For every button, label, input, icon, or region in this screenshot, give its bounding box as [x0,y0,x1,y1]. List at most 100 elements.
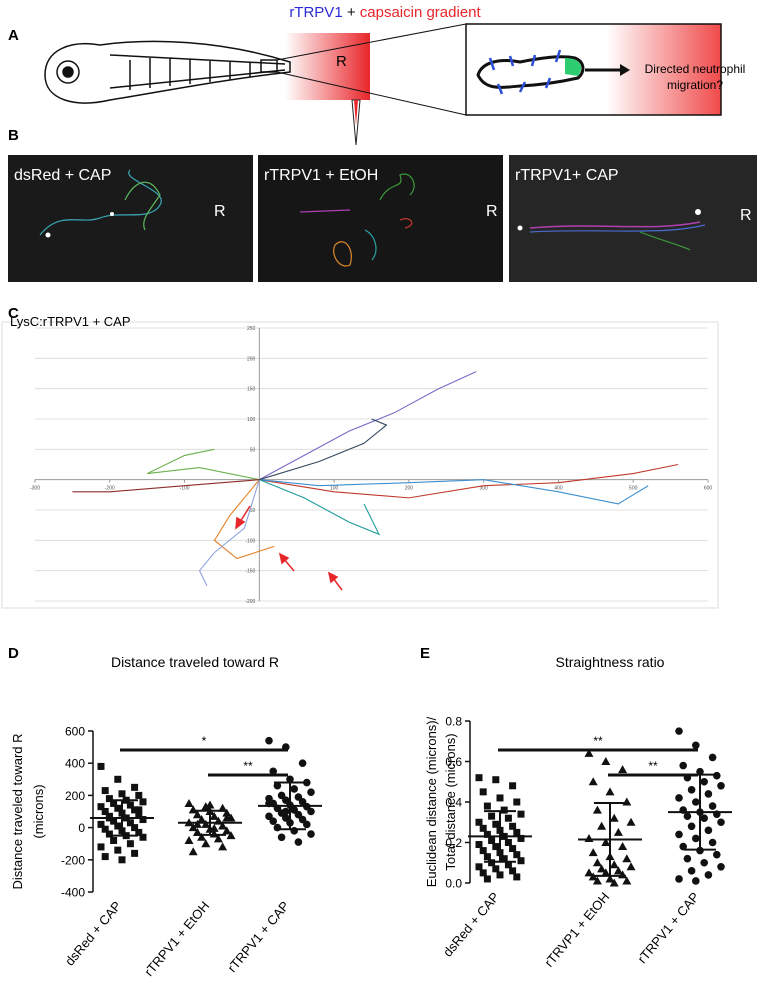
dot [708,753,717,762]
y-tick-label: -50 [248,508,255,514]
dot [126,840,134,848]
y-axis-label: Euclidean distance (microns)/ [424,716,439,887]
dot [605,787,615,796]
dot [692,877,700,885]
x-tick-label: 500 [629,486,638,492]
dot [708,802,717,810]
y-tick-label: -200 [61,853,85,867]
dot [118,856,126,864]
dot [492,865,500,873]
track [259,479,649,505]
dot [488,812,496,820]
dot [509,845,517,853]
y-tick-label: 200 [247,356,256,362]
x-tick-label: 400 [554,486,563,492]
dot [488,859,496,867]
dot [222,808,232,817]
dot [218,821,228,830]
track [259,418,388,481]
dot [475,774,483,782]
dot [135,828,143,836]
title-part: capsaicin gradient [360,4,482,21]
dot [679,842,687,851]
dot [205,800,215,809]
x-tick-label: -100 [180,486,190,492]
dot [609,813,619,822]
dot [222,826,232,835]
x-tick-label: rTRPV1 + CAP [634,889,702,966]
dot [209,811,219,820]
track [198,479,260,587]
dot [110,836,118,844]
dot [97,820,105,828]
y-tick-label: -150 [245,569,255,575]
track [72,479,260,493]
dot [101,825,109,833]
dot [513,798,521,806]
dot [513,851,521,859]
dot [97,762,105,770]
title-part: rTRPV1 [289,4,342,21]
dot [479,788,487,796]
image-label: dsRed + CAP [14,167,111,184]
dot [675,830,683,839]
dot [139,833,147,841]
question: migration? [667,78,723,92]
dot [613,866,623,875]
significance-label: * [202,734,207,748]
dot [626,862,636,871]
dot [605,874,615,883]
y-tick-label: 50 [250,447,256,453]
dot [597,864,607,873]
dot [704,871,713,879]
dot [622,876,632,885]
panel-label: B [8,127,19,144]
x-tick-label: rTRVP1 + EtOH [541,889,612,970]
dot [479,869,487,877]
dot [192,810,202,819]
dot [139,816,147,824]
dot [307,830,315,838]
dot [601,838,611,846]
y-tick-label: 150 [247,387,256,393]
dot [509,782,517,790]
dot [601,757,611,765]
dot [303,820,311,829]
dot [679,761,687,770]
track [213,479,275,560]
y-tick-label: 200 [65,789,85,803]
dot [517,857,525,865]
dot [188,847,198,856]
dot [273,823,282,832]
dot [609,878,619,887]
dot [717,818,725,827]
dot [592,876,602,885]
region-label: R [214,203,226,220]
dot [626,817,636,826]
dot [622,797,632,806]
y-tick-label: 100 [247,417,256,423]
panel-a-title: rTRPV1 + capsaicin gradient [289,4,481,21]
dot [675,794,683,802]
dot [700,814,708,822]
x-tick-label: dsRed + CAP [440,889,502,959]
neutrophil-outline [476,55,585,89]
dot [97,803,105,811]
dot [307,788,315,796]
dot [517,834,525,842]
dot [110,817,118,825]
y-tick-label: 600 [65,725,85,739]
region-label: R [740,207,752,224]
panel-label: D [8,645,19,662]
dot [592,858,602,867]
dot [286,775,294,784]
dot [475,818,483,826]
dot [588,872,598,881]
y-axis-label: Distance traveled toward R [10,733,25,889]
dot [105,830,113,838]
dot [101,787,109,795]
dot [201,839,211,848]
x-tick-label: rTRPV1 + CAP [224,898,292,975]
red-arrows [235,505,343,591]
dot [513,873,521,881]
